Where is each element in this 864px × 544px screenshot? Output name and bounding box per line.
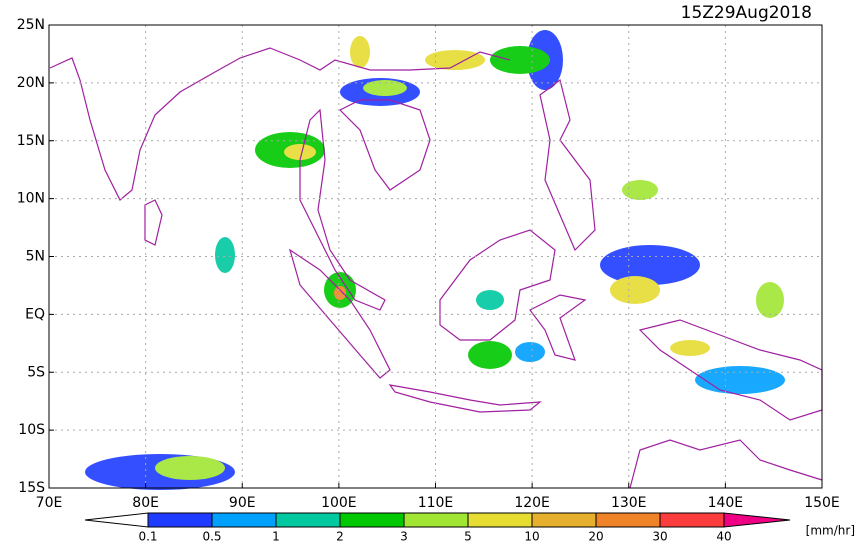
rain: [515, 342, 545, 362]
colorbar-box: [211, 512, 277, 528]
rain: [284, 144, 316, 160]
colorbar-below: [84, 512, 149, 528]
rain: [490, 46, 550, 74]
rain: [610, 276, 660, 304]
colorbar-label: 30: [652, 530, 667, 544]
coastline: [288, 248, 391, 379]
colorbar-above: [723, 512, 791, 528]
colorbar-label: 0.1: [138, 530, 157, 544]
lon-label: 80E: [132, 495, 159, 511]
colorbar-box: [147, 512, 213, 528]
lat-label: 20N: [17, 75, 45, 91]
coastline: [338, 99, 431, 191]
colorbar: 0.1 0.5 1 2 3 5 10 20 30 40: [84, 512, 791, 544]
colorbar-box: [595, 512, 661, 528]
lat-label: 10N: [17, 191, 45, 207]
colorbar-label: 20: [588, 530, 603, 544]
lat-label: EQ: [25, 306, 45, 322]
colorbar-box: [659, 512, 725, 528]
lat-label: 10S: [18, 422, 45, 438]
rain: [363, 80, 407, 96]
lon-label: 140E: [708, 495, 744, 511]
rain: [350, 36, 370, 68]
rain: [756, 282, 784, 318]
title: 15Z29Aug2018: [681, 3, 812, 23]
rain: [215, 237, 235, 273]
rain: [670, 340, 710, 356]
coastline: [49, 47, 511, 201]
lon-label: 150E: [804, 495, 840, 511]
grid: [49, 25, 822, 488]
rain: [334, 286, 346, 300]
coastline: [299, 108, 386, 311]
colorbar-label: 1: [272, 530, 280, 544]
coastline: [529, 294, 587, 361]
colorbar-label: 5: [464, 530, 472, 544]
colorbar-box: [339, 512, 405, 528]
coastline: [388, 384, 542, 413]
coastline: [539, 78, 596, 252]
rain: [155, 456, 225, 480]
lon-label: 120E: [514, 495, 550, 511]
colorbar-box: [467, 512, 533, 528]
lat-label: 15S: [18, 480, 45, 496]
rain: [695, 366, 785, 394]
lat-label: 5S: [27, 364, 45, 380]
coastline: [439, 229, 556, 341]
rain: [600, 245, 700, 285]
colorbar-box: [531, 512, 597, 528]
colorbar-label: 10: [524, 530, 539, 544]
colorbar-label: 3: [400, 530, 408, 544]
lon-label: 90E: [229, 495, 256, 511]
lon-label: 130E: [611, 495, 647, 511]
rain: [476, 290, 504, 310]
rain: [622, 180, 658, 200]
coastlines: [49, 47, 823, 489]
rain-field: [85, 30, 785, 490]
rain: [468, 341, 512, 369]
coastline: [629, 439, 823, 489]
rain: [425, 50, 485, 70]
lon-label: 70E: [36, 495, 63, 511]
colorbar-label: 40: [716, 530, 731, 544]
lon-label: 100E: [321, 495, 357, 511]
lon-label: 110E: [418, 495, 454, 511]
lat-label: 5N: [26, 249, 45, 265]
colorbar-label: 2: [336, 530, 344, 544]
lat-label: 15N: [17, 133, 45, 149]
lat-label: 25N: [17, 17, 45, 33]
colorbar-unit: [mm/hr]: [806, 524, 855, 538]
coastline: [144, 199, 163, 246]
colorbar-box: [403, 512, 469, 528]
colorbar-box: [275, 512, 341, 528]
colorbar-label: 0.5: [202, 530, 221, 544]
